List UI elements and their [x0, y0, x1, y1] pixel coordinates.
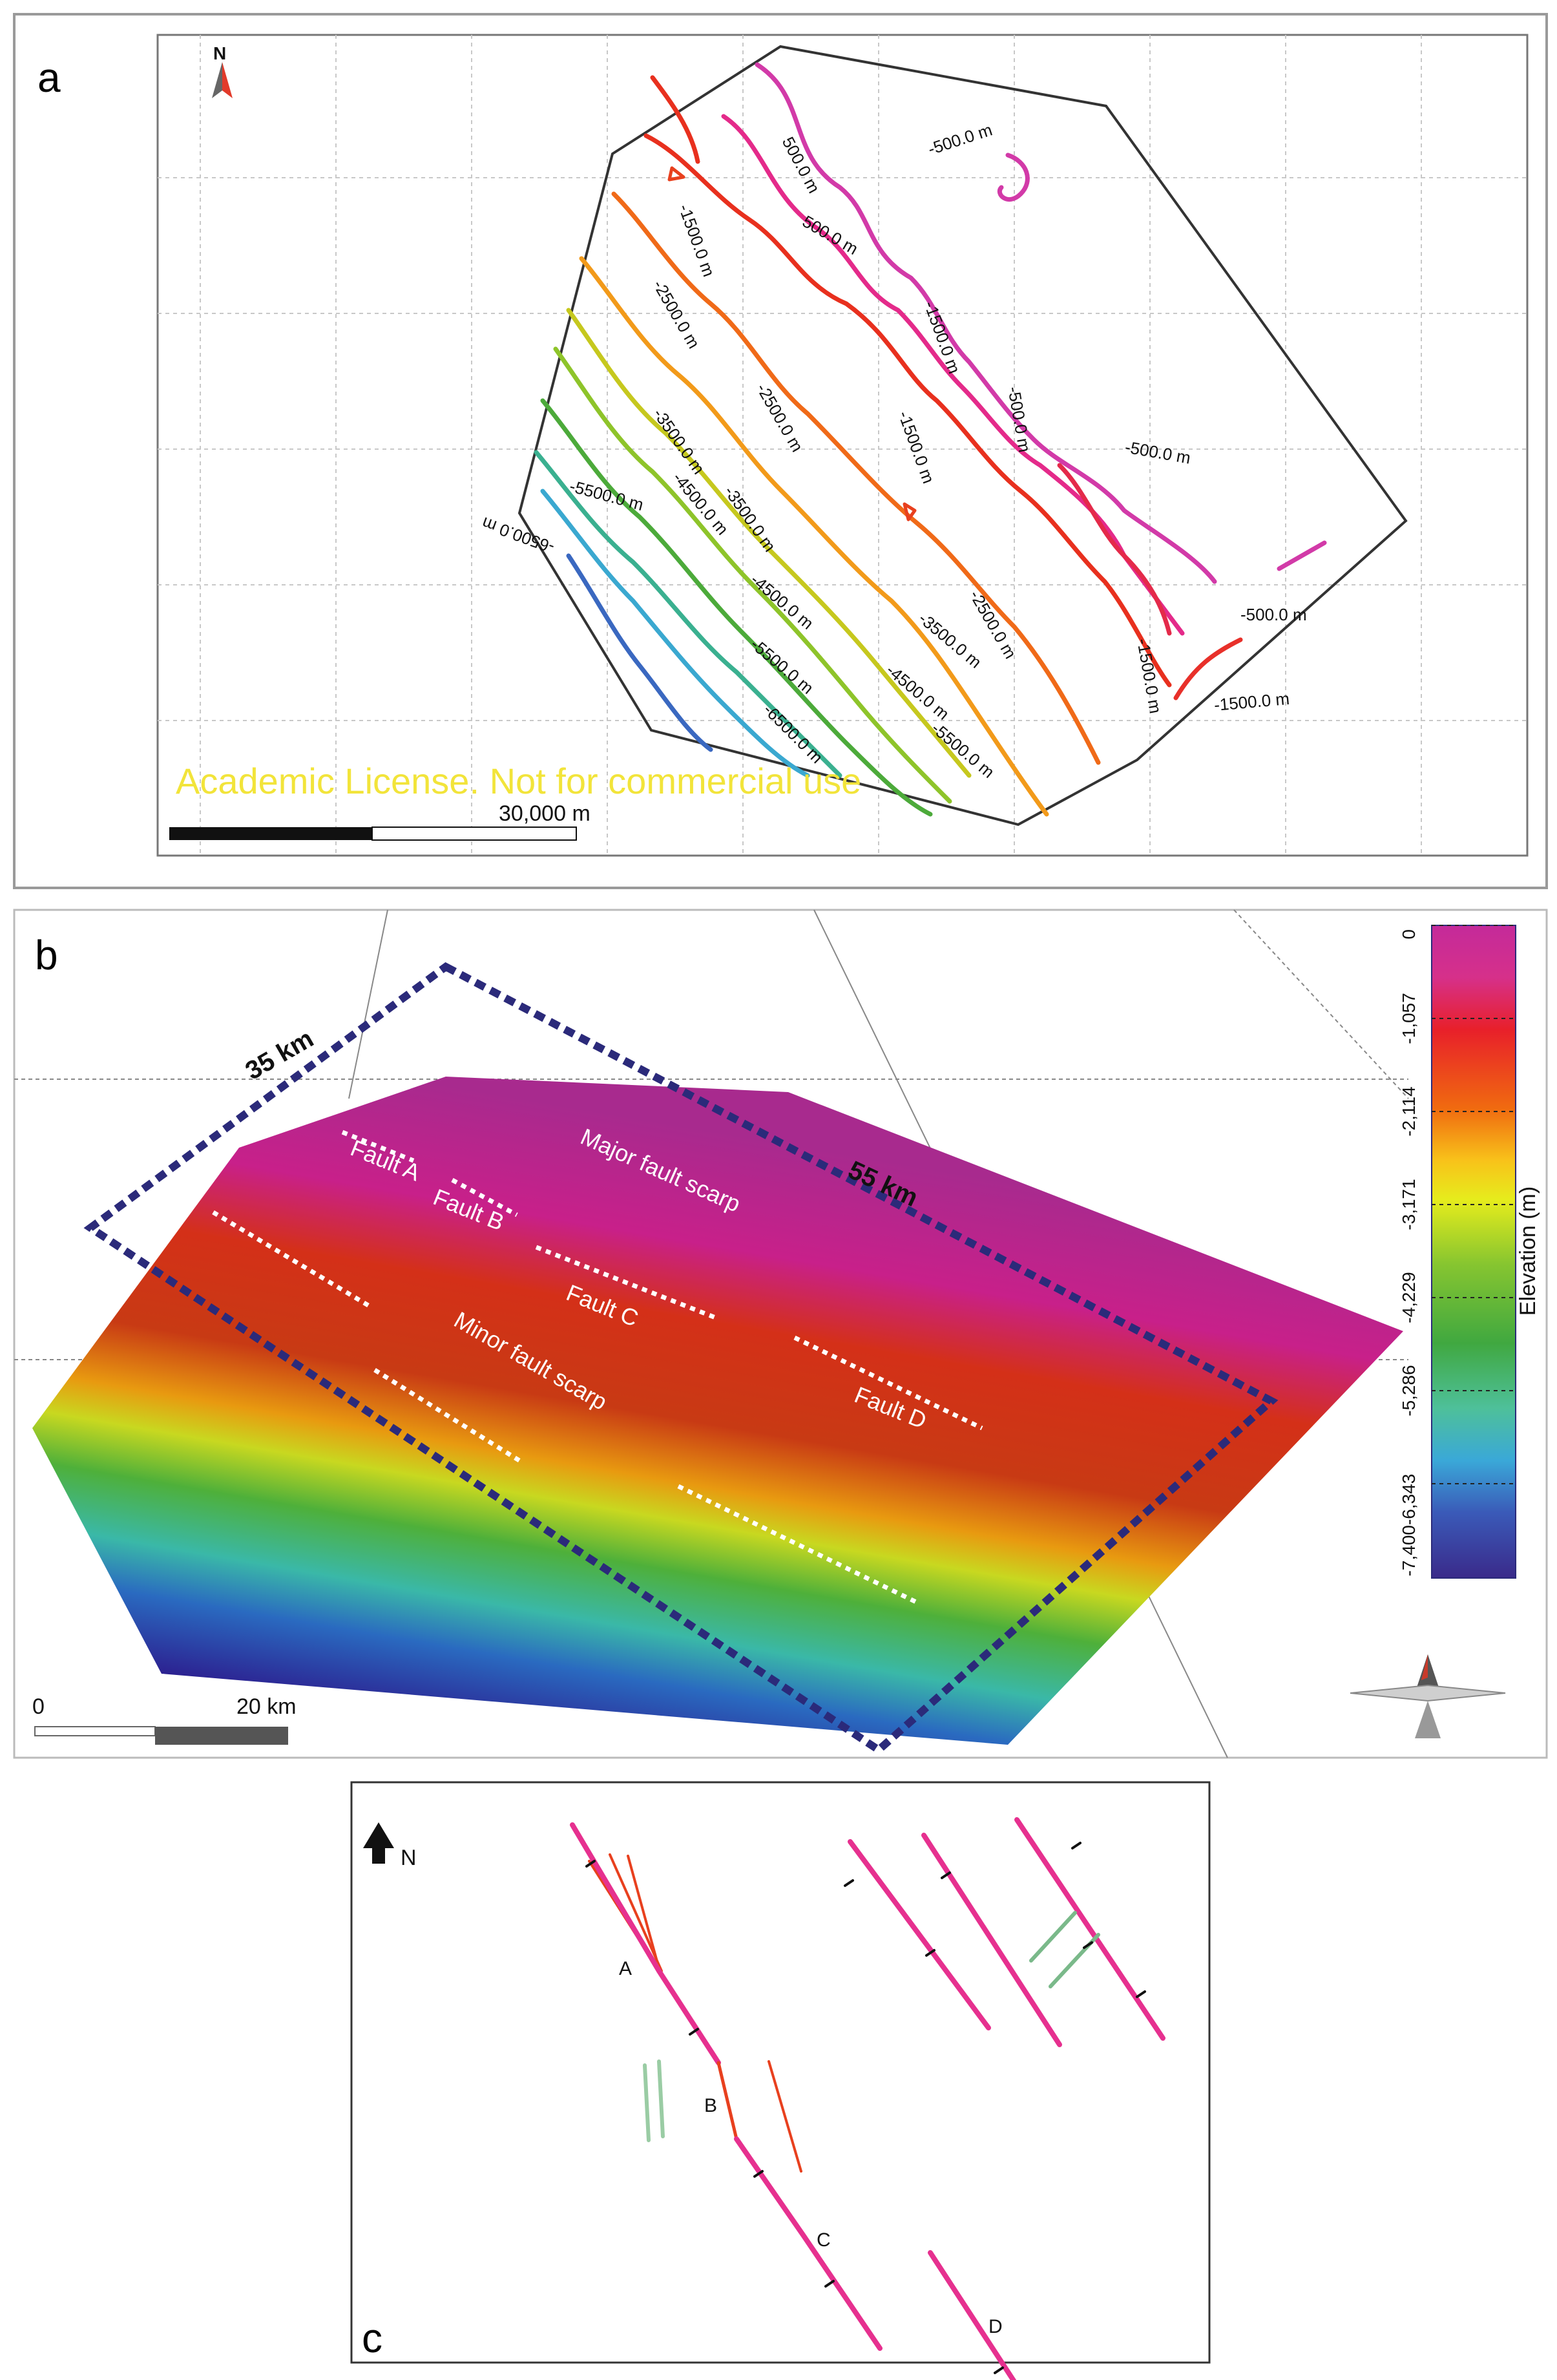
fault-label-a: A: [619, 1958, 632, 1979]
north-arrow-c-icon: N: [363, 1822, 417, 1870]
colorbar-tick: -5,286: [1399, 1365, 1419, 1416]
north-arrow-icon: N: [212, 43, 233, 98]
panel-b: b Fault A Fault B Fault C Fault D Ma: [13, 909, 1548, 1759]
colorbar-tick: -4,229: [1399, 1272, 1419, 1323]
panel-c-letter: c: [362, 2315, 382, 2361]
scale-zero-b: 0: [32, 1694, 45, 1719]
scale-bar-a: 30,000 m: [169, 801, 590, 841]
colorbar-tick: -1,057: [1399, 993, 1419, 1044]
compass-icon: [1350, 1654, 1506, 1738]
scale-bar-b: 0 20 km: [32, 1694, 297, 1745]
colorbar-tick: -7,400-6,343: [1399, 1474, 1419, 1577]
fault-label-c: C: [817, 2229, 831, 2251]
fault-label-d: D: [988, 2316, 1003, 2337]
panel-c-frame: [350, 1781, 1211, 2364]
colorbar-tick: -3,171: [1399, 1179, 1419, 1230]
colorbar-title: Elevation (m): [1516, 1186, 1540, 1316]
map-frame: [156, 34, 1529, 857]
panel-a-frame: [13, 13, 1548, 889]
fault-traces: [212, 1130, 983, 1605]
panel-a: a N: [13, 13, 1548, 889]
fault-label-b: B: [704, 2095, 717, 2116]
panel-b-letter: b: [35, 932, 58, 978]
colorbar-tick: 0: [1399, 929, 1419, 940]
fault-sketch: [570, 1817, 1165, 2380]
scale-label-a: 30,000 m: [499, 801, 590, 826]
contour-lines: [534, 62, 1327, 817]
svg-text:N: N: [401, 1846, 417, 1870]
map-grid: [158, 35, 1527, 856]
elevation-surface: [32, 1077, 1403, 1745]
colorbar-ramp: [1431, 925, 1516, 1579]
study-area-box: [83, 962, 1279, 1755]
scale-label-b: 20 km: [236, 1694, 297, 1719]
panel-c: c N: [350, 1781, 1211, 2380]
panel-a-letter: a: [37, 54, 61, 101]
colorbar-tick: -2,114: [1399, 1086, 1419, 1136]
contour-label: -500.0 m: [1240, 605, 1307, 624]
svg-text:N: N: [213, 43, 226, 63]
study-boundary: [517, 45, 1408, 827]
watermark-text: Academic License. Not for commercial use: [176, 761, 861, 801]
colorbar: 0 -1,057 -2,114 -3,171 -4,229 -5,286 -7,…: [1399, 925, 1540, 1579]
